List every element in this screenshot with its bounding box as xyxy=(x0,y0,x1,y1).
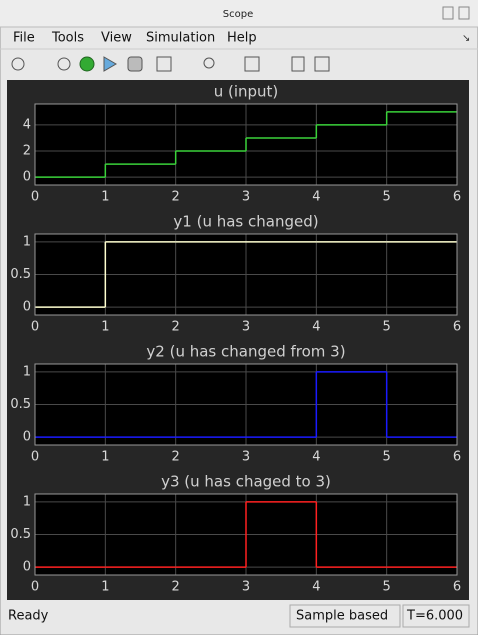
y-tick-label: 1 xyxy=(23,364,31,379)
plot-title: y1 (u has changed) xyxy=(173,213,318,231)
stop-icon[interactable] xyxy=(127,56,143,72)
x-tick-label: 3 xyxy=(242,580,250,595)
x-tick-label: 4 xyxy=(312,580,320,595)
x-tick-label: 3 xyxy=(242,450,250,465)
step-icon[interactable] xyxy=(103,56,117,72)
menu-item[interactable]: Tools xyxy=(51,31,84,46)
menu-item[interactable]: View xyxy=(101,31,132,46)
y-tick-label: 0 xyxy=(23,300,31,315)
x-tick-label: 4 xyxy=(312,190,320,205)
status-box xyxy=(289,604,401,628)
title-bar xyxy=(0,0,478,27)
y-tick-label: 0.5 xyxy=(10,267,31,282)
status-bar xyxy=(7,605,287,627)
status-state: Ready xyxy=(8,609,49,624)
plot-title: y2 (u has changed from 3) xyxy=(146,343,345,361)
x-tick-label: 6 xyxy=(453,450,461,465)
maximize-button[interactable] xyxy=(442,6,454,20)
window-title: Scope xyxy=(223,9,253,20)
plot-title: u (input) xyxy=(214,83,279,101)
x-tick-label: 3 xyxy=(242,190,250,205)
y-tick-label: 1 xyxy=(23,494,31,509)
status-time: T=6.000 xyxy=(406,609,463,624)
x-tick-label: 6 xyxy=(453,580,461,595)
x-tick-label: 2 xyxy=(172,190,180,205)
y-tick-label: 2 xyxy=(23,144,31,159)
y-tick-label: 0 xyxy=(23,170,31,185)
x-tick-label: 2 xyxy=(172,580,180,595)
menu-item[interactable]: Simulation xyxy=(146,31,215,46)
zoom-icon[interactable] xyxy=(203,57,215,69)
x-tick-label: 1 xyxy=(101,450,109,465)
measure-icon[interactable] xyxy=(314,56,330,72)
highlight-icon[interactable] xyxy=(156,56,172,72)
x-tick-label: 1 xyxy=(101,190,109,205)
plot-title: y3 (u has chaged to 3) xyxy=(161,473,331,491)
y-tick-label: 1 xyxy=(23,234,31,249)
close-button[interactable] xyxy=(458,6,470,20)
x-tick-label: 5 xyxy=(383,580,391,595)
x-tick-label: 6 xyxy=(453,320,461,335)
x-tick-label: 0 xyxy=(31,320,39,335)
status-mode: Sample based xyxy=(296,609,388,624)
y-tick-label: 0 xyxy=(23,560,31,575)
menu-item[interactable]: File xyxy=(13,31,35,46)
y-tick-label: 4 xyxy=(23,117,31,132)
x-tick-label: 2 xyxy=(172,450,180,465)
x-tick-label: 2 xyxy=(172,320,180,335)
y-tick-label: 0 xyxy=(23,430,31,445)
x-tick-label: 4 xyxy=(312,450,320,465)
style-icon[interactable] xyxy=(291,56,305,72)
x-tick-label: 5 xyxy=(383,190,391,205)
fit-icon[interactable] xyxy=(244,56,260,72)
x-tick-label: 1 xyxy=(101,580,109,595)
x-tick-label: 6 xyxy=(453,190,461,205)
x-tick-label: 4 xyxy=(312,320,320,335)
step-back-icon[interactable] xyxy=(57,57,71,71)
x-tick-label: 5 xyxy=(383,320,391,335)
plot-border xyxy=(34,103,458,186)
x-tick-label: 0 xyxy=(31,580,39,595)
plot-border xyxy=(34,363,458,446)
status-box xyxy=(402,604,470,628)
y-tick-label: 0.5 xyxy=(10,397,31,412)
x-tick-label: 0 xyxy=(31,190,39,205)
x-tick-label: 0 xyxy=(31,450,39,465)
x-tick-label: 5 xyxy=(383,450,391,465)
menu-arrow[interactable]: ↘ xyxy=(462,33,470,44)
run-icon[interactable] xyxy=(79,56,95,72)
menu-item[interactable]: Help xyxy=(227,31,257,46)
x-tick-label: 3 xyxy=(242,320,250,335)
y-tick-label: 0.5 xyxy=(10,527,31,542)
plot-border xyxy=(34,233,458,316)
x-tick-label: 1 xyxy=(101,320,109,335)
plot-border xyxy=(34,493,458,576)
settings-icon[interactable] xyxy=(11,57,25,71)
toolbar xyxy=(11,56,330,72)
